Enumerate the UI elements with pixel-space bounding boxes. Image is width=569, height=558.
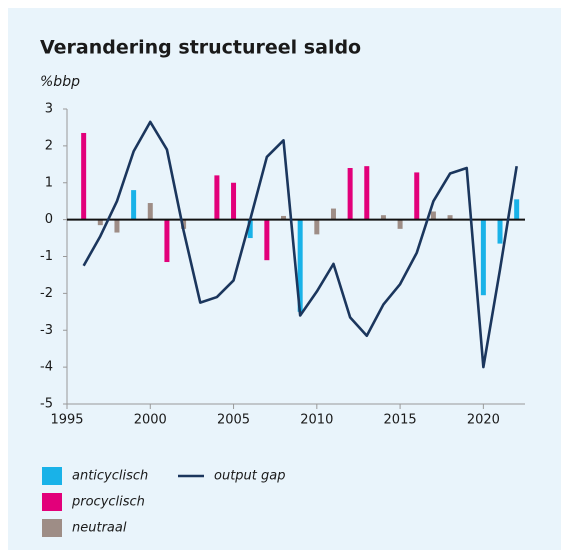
bar xyxy=(380,215,386,220)
x-tick-label: 2010 xyxy=(300,413,333,428)
line xyxy=(82,120,518,369)
y-tick-label: -5 xyxy=(40,397,53,412)
bar xyxy=(97,219,103,226)
bar xyxy=(131,190,137,220)
bar xyxy=(81,132,87,220)
x-tick-label: 2000 xyxy=(134,413,167,428)
y-axis-label: %bbp xyxy=(40,74,80,90)
bar xyxy=(314,219,320,235)
bar xyxy=(364,166,370,220)
bar xyxy=(347,168,353,220)
bar xyxy=(430,211,436,220)
bar xyxy=(480,219,486,296)
x-tick-label: 2015 xyxy=(384,413,417,428)
bar xyxy=(447,215,453,220)
bar xyxy=(397,219,403,229)
y-tick-label: 3 xyxy=(45,102,53,117)
y-tick-label: -3 xyxy=(40,323,53,338)
bar xyxy=(214,175,220,220)
y-tick-label: 1 xyxy=(45,175,53,190)
bar xyxy=(297,219,303,312)
legend-swatch xyxy=(42,467,62,485)
bar xyxy=(414,172,420,220)
x-tick-label: 1995 xyxy=(50,413,83,428)
bar xyxy=(514,199,520,220)
y-tick-label: 2 xyxy=(45,138,53,153)
chart-title: Verandering structureel saldo xyxy=(40,37,361,59)
bar xyxy=(497,219,503,244)
y-tick-label: -2 xyxy=(40,286,53,301)
bar xyxy=(247,219,253,239)
legend-swatch xyxy=(42,519,62,537)
legend-label: output gap xyxy=(214,469,285,484)
panel xyxy=(8,8,561,550)
bar xyxy=(164,219,170,263)
y-tick-label: -1 xyxy=(40,249,53,264)
legend-label: anticyclisch xyxy=(72,469,148,484)
bar xyxy=(281,215,287,220)
bar xyxy=(330,208,336,220)
bar xyxy=(264,219,270,261)
bar xyxy=(147,203,153,220)
legend-label: procyclisch xyxy=(71,495,145,510)
legend-swatch xyxy=(42,493,62,511)
y-tick-label: -4 xyxy=(40,360,53,375)
x-tick-label: 2005 xyxy=(217,413,250,428)
y-tick-label: 0 xyxy=(45,212,53,227)
legend-label: neutraal xyxy=(72,521,127,536)
bar xyxy=(231,182,237,220)
x-tick-label: 2020 xyxy=(467,413,500,428)
bar xyxy=(114,219,120,233)
